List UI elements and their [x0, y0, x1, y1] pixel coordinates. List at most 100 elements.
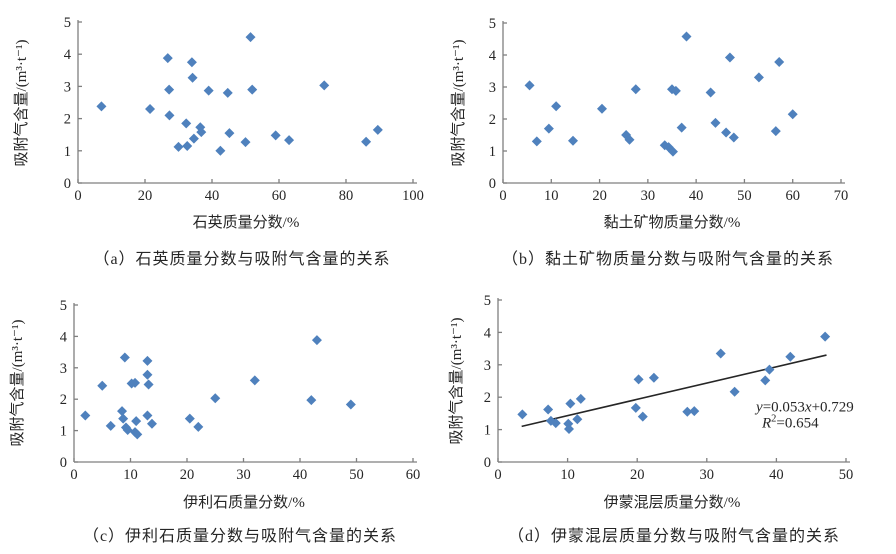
y-axis-title-c: 吸附气含量/(m³·t⁻¹) — [9, 320, 26, 447]
data-point — [122, 424, 133, 435]
data-point — [193, 421, 204, 432]
x-tick-label: 0 — [74, 188, 81, 204]
data-point — [222, 87, 233, 98]
y-tick-label: 2 — [64, 112, 71, 128]
data-point — [565, 398, 576, 409]
data-point — [245, 32, 256, 43]
data-point — [195, 122, 206, 133]
data-point — [80, 410, 91, 421]
x-tick-label: 30 — [236, 467, 251, 483]
data-point — [188, 133, 199, 144]
y-tick-label: 5 — [60, 298, 67, 314]
y-tick-label: 4 — [484, 325, 492, 341]
data-point — [311, 335, 322, 346]
data-point — [146, 418, 157, 429]
y-tick-label: 4 — [64, 47, 72, 63]
data-point — [118, 413, 129, 424]
y-tick-label: 4 — [489, 48, 497, 64]
chart-d-canvas: 0 10 20 30 40 50012345y=0.053x+0.729R2=0.654 … — [448, 293, 854, 545]
data-point — [142, 410, 153, 421]
data-point — [196, 127, 207, 138]
x-tick-label: 40 — [689, 188, 704, 204]
y-tick-label: 0 — [489, 176, 496, 192]
y-tick-label: 0 — [484, 455, 491, 471]
x-tick-label: 60 — [272, 188, 287, 204]
r-squared-value: R2=0.654 — [761, 414, 819, 432]
data-point — [676, 122, 687, 133]
y-tick-label: 4 — [60, 329, 68, 345]
data-point — [543, 123, 554, 134]
data-point — [247, 84, 258, 95]
caption-c: （c）伊利石质量分数与吸附气含量的关系 — [83, 527, 397, 545]
y-tick-label: 3 — [64, 79, 71, 95]
chart-c-canvas: 0 10 20 30 40 50 60 0 1 2 3 4 5 吸附气含量/(m³·t⁻¹) 伊利石质量… — [9, 298, 420, 545]
x-tick-label: 20 — [138, 188, 153, 204]
data-point — [550, 418, 561, 429]
y-tick-label: 2 — [489, 112, 496, 128]
data-point — [670, 85, 681, 96]
x-tick-label: 30 — [641, 188, 656, 204]
data-point — [524, 80, 535, 91]
data-point — [130, 377, 141, 388]
plot-area-b: 0 10 20 30 40 50 60 70 0 1 2 3 4 5 — [489, 16, 849, 204]
data-point — [145, 103, 156, 114]
data-point — [774, 57, 785, 68]
data-point — [531, 136, 542, 147]
x-tick-label: 50 — [737, 188, 752, 204]
x-tick-label: 10 — [560, 467, 575, 483]
data-point — [630, 402, 641, 413]
y-tick-label: 1 — [60, 424, 67, 440]
data-point — [181, 118, 192, 129]
data-point — [249, 375, 260, 386]
y-tick-label: 1 — [64, 144, 71, 160]
panel-c: 0 10 20 30 40 50 60 0 1 2 3 4 5 吸附气含量/(m³·t⁻¹) 伊利石质量… — [0, 277, 448, 554]
data-point — [517, 409, 528, 420]
data-point — [224, 128, 235, 139]
data-point — [760, 375, 771, 386]
data-point — [215, 145, 226, 156]
x-axis-title-b: 黏土矿物质量分数/% — [604, 214, 741, 231]
data-point — [210, 393, 221, 404]
data-point — [596, 103, 607, 114]
x-tick-label: 60 — [785, 188, 800, 204]
data-point — [132, 429, 143, 440]
data-point — [187, 72, 198, 83]
data-point — [753, 72, 764, 83]
data-point — [728, 132, 739, 143]
data-point — [724, 52, 735, 63]
data-point — [787, 109, 798, 120]
x-tick-label: 20 — [180, 467, 195, 483]
data-point — [131, 416, 142, 427]
data-point — [572, 414, 583, 425]
panel-b: 0 10 20 30 40 50 60 70 0 1 2 3 4 5 吸附气含量/(m³·t⁻¹) 黏土矿… — [448, 0, 896, 277]
data-point — [667, 146, 678, 157]
data-point — [633, 374, 644, 385]
x-tick-label: 70 — [834, 188, 849, 204]
y-axis-title-d: 吸附气含量/(m³·t⁻¹) — [448, 318, 465, 445]
data-point — [182, 140, 193, 151]
x-tick-label: 20 — [592, 188, 607, 204]
data-point — [284, 135, 295, 146]
x-tick-label: 30 — [700, 467, 715, 483]
data-point — [630, 84, 641, 95]
x-tick-label: 100 — [402, 188, 424, 204]
data-point — [240, 137, 251, 148]
x-axis-title-c: 伊利石质量分数/% — [183, 494, 305, 511]
x-tick-label: 50 — [839, 467, 854, 483]
data-point — [270, 130, 281, 141]
data-point — [820, 331, 831, 342]
data-point — [105, 420, 116, 431]
y-tick-label: 0 — [64, 176, 71, 192]
data-point — [710, 117, 721, 128]
chart-a-canvas: 0 20 40 60 80 100 0 1 2 3 4 5 吸附气含量/(m³·t⁻¹) 石英质量分数… — [13, 15, 424, 268]
data-point — [162, 53, 173, 64]
data-point — [143, 379, 154, 390]
y-tick-label: 2 — [484, 390, 491, 406]
plot-area-a: 0 20 40 60 80 100 0 1 2 3 4 5 — [64, 15, 424, 204]
x-axis-title-a: 石英质量分数/% — [193, 213, 300, 231]
data-point — [96, 101, 107, 112]
x-tick-label: 10 — [544, 188, 559, 204]
x-tick-label: 40 — [205, 188, 220, 204]
y-tick-label: 0 — [60, 455, 67, 471]
